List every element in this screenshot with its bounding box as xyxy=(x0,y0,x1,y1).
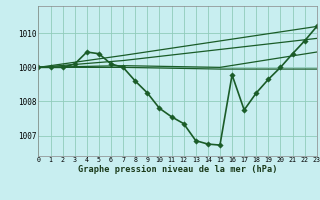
X-axis label: Graphe pression niveau de la mer (hPa): Graphe pression niveau de la mer (hPa) xyxy=(78,165,277,174)
